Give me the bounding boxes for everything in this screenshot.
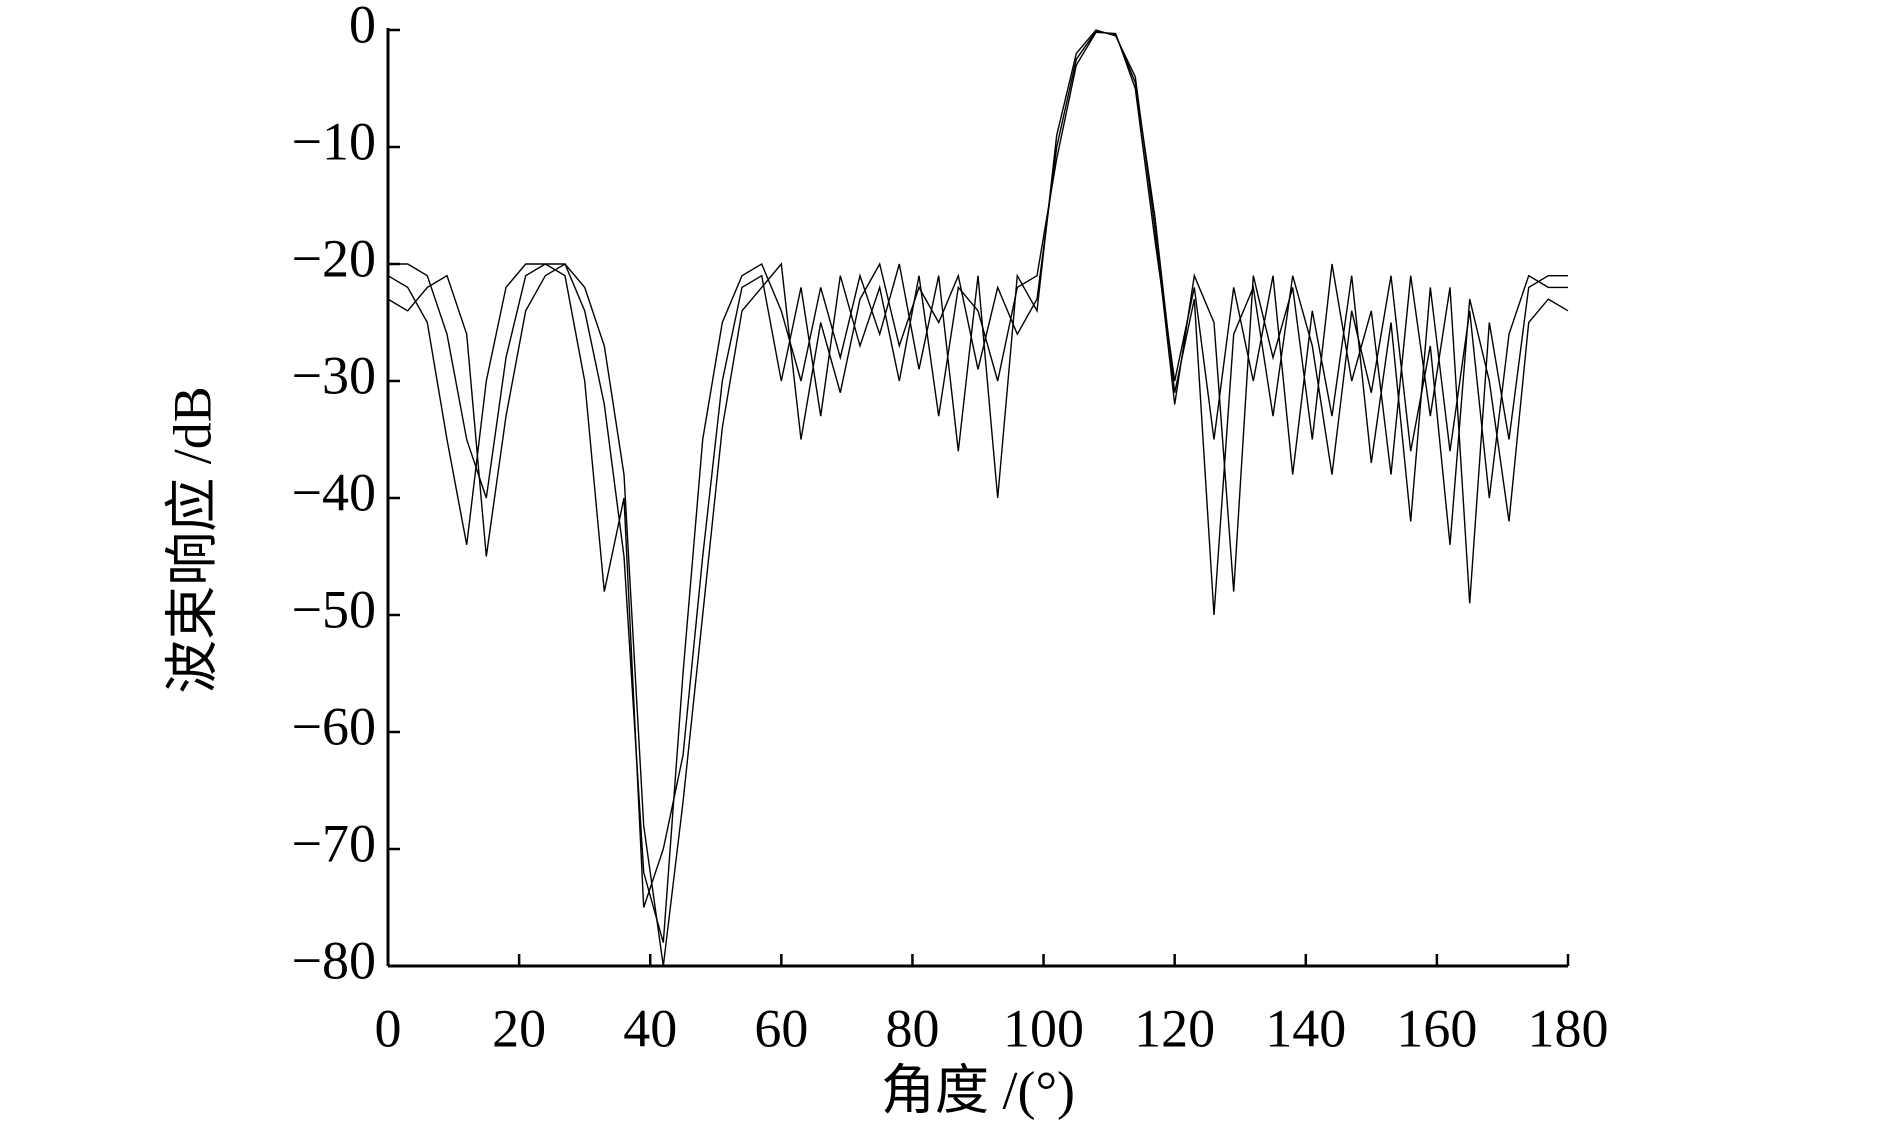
y-tick-label: −80 bbox=[292, 930, 376, 990]
y-tick-label: 0 bbox=[349, 0, 376, 54]
x-tick-label: 100 bbox=[1003, 998, 1084, 1058]
y-tick-label: −50 bbox=[292, 579, 376, 639]
x-tick-label: 60 bbox=[754, 998, 808, 1058]
x-tick-label: 40 bbox=[623, 998, 677, 1058]
x-tick-label: 20 bbox=[492, 998, 546, 1058]
y-tick-label: −20 bbox=[292, 228, 376, 288]
y-tick-label: −10 bbox=[292, 111, 376, 171]
x-tick-label: 180 bbox=[1528, 998, 1609, 1058]
x-tick-label: 80 bbox=[885, 998, 939, 1058]
response-curve bbox=[387, 30, 1569, 967]
y-tick-label: −60 bbox=[292, 696, 376, 756]
y-tick-label: −30 bbox=[292, 345, 376, 405]
x-tick-label: 0 bbox=[375, 998, 402, 1058]
y-tick-label: −40 bbox=[292, 462, 376, 522]
x-tick-label: 140 bbox=[1265, 998, 1346, 1058]
x-tick-label: 120 bbox=[1134, 998, 1215, 1058]
y-axis-label: 波束响应 /dB bbox=[162, 386, 222, 694]
response-curve bbox=[388, 31, 1568, 908]
response-curve bbox=[387, 29, 1568, 943]
x-axis-label: 角度 /(°) bbox=[881, 1060, 1075, 1120]
y-tick-label: −70 bbox=[292, 813, 376, 873]
x-tick-label: 160 bbox=[1396, 998, 1477, 1058]
